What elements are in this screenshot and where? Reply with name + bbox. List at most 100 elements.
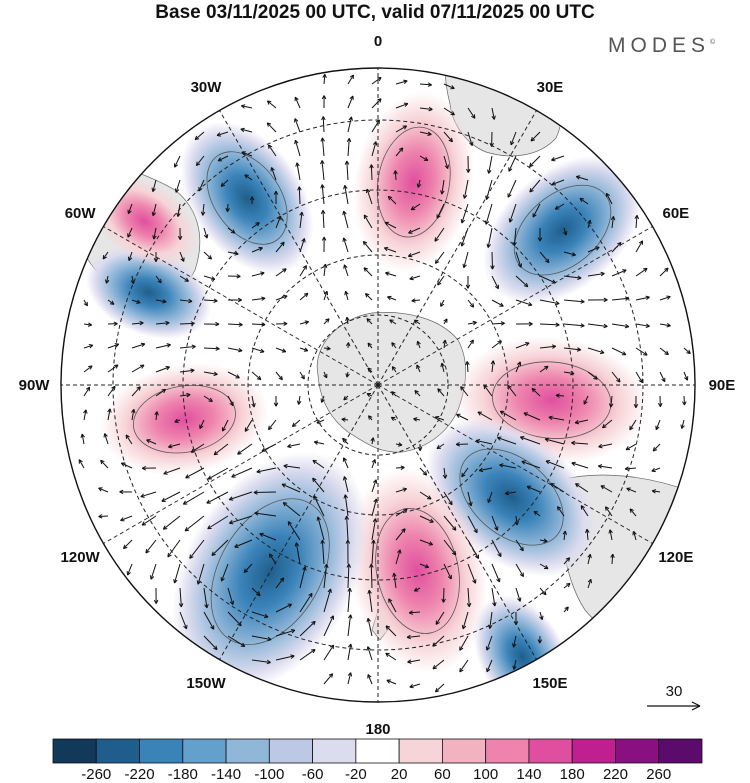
wind-vector — [120, 462, 133, 469]
wind-vector — [651, 489, 661, 494]
wind-vector — [173, 563, 181, 584]
wind-vector — [266, 122, 277, 133]
colorbar-segment — [441, 738, 487, 764]
wind-vector — [467, 339, 474, 349]
wind-vector — [100, 459, 109, 469]
colorbar-tick-label: -220 — [125, 766, 155, 783]
wind-vector — [313, 440, 325, 445]
colorbar-tick-label: 220 — [603, 766, 628, 783]
wind-vector — [508, 203, 517, 223]
wind-vector — [652, 443, 661, 452]
wind-vector — [237, 443, 253, 455]
wind-vector — [557, 506, 565, 517]
wind-vector — [228, 515, 253, 525]
anomaly-ross-sea-positive — [347, 468, 488, 674]
wind-vector — [371, 518, 378, 541]
wind-vector — [203, 587, 209, 609]
wind-vector — [563, 557, 571, 565]
wind-vector — [371, 498, 378, 517]
wind-vector — [419, 467, 428, 476]
wind-vector — [345, 371, 350, 378]
wind-vector — [465, 275, 471, 289]
wind-vector — [316, 516, 325, 541]
colorbar-segment — [485, 738, 530, 764]
wind-vector — [203, 395, 213, 402]
wind-vector — [515, 275, 529, 288]
lon-label-60e: 60E — [663, 205, 690, 222]
wind-vector — [432, 659, 445, 670]
wind-vector — [580, 505, 589, 517]
wind-vector — [366, 318, 373, 325]
wind-vector — [485, 635, 493, 651]
wind-vector — [466, 587, 472, 608]
wind-vector — [533, 510, 541, 517]
wind-vector — [243, 563, 253, 573]
wind-vector — [153, 251, 159, 262]
wind-vector — [244, 174, 253, 181]
wind-vector — [515, 539, 524, 552]
wind-vector — [347, 614, 353, 637]
wind-vector — [203, 635, 218, 651]
wind-vector — [179, 275, 189, 282]
wind-vector — [455, 442, 469, 447]
colorbar-tick-label: -180 — [168, 766, 198, 783]
wind-vector — [367, 674, 373, 685]
colorbar-segment — [52, 738, 97, 764]
wind-vector — [323, 318, 330, 325]
wind-vector — [200, 203, 206, 216]
wind-vector — [461, 611, 469, 630]
wind-vector — [281, 483, 301, 493]
wind-vector — [416, 179, 422, 188]
colorbar-tick-label: 180 — [560, 766, 585, 783]
wind-vector — [659, 267, 669, 277]
wind-vector — [251, 347, 265, 353]
wind-vector — [323, 615, 335, 637]
wind-vector — [515, 321, 533, 327]
wind-vector — [369, 164, 374, 181]
wind-vector — [611, 323, 630, 329]
wind-vector — [206, 491, 229, 504]
wind-vector — [253, 490, 277, 495]
lon-label-120e: 120E — [658, 549, 693, 566]
wind-vector — [587, 553, 592, 565]
wind-vector — [371, 98, 382, 109]
wind-vector — [434, 683, 445, 693]
wind-vector — [611, 269, 627, 277]
wind-vector — [443, 131, 453, 143]
wind-vector — [490, 360, 496, 373]
wind-vector — [259, 532, 277, 541]
anomaly-south-atlantic-positive — [353, 91, 475, 273]
wind-vector — [419, 515, 434, 523]
wind-vector — [440, 299, 445, 307]
wind-vector — [343, 395, 349, 401]
wind-vector — [363, 267, 373, 277]
wind-vector — [655, 419, 661, 431]
wind-vector — [179, 344, 196, 350]
wind-vector — [417, 443, 423, 451]
wind-vector — [491, 299, 504, 307]
wind-vector — [515, 563, 524, 578]
wind-vector — [385, 625, 397, 637]
anomaly-weddell-negative-contour — [206, 151, 288, 245]
wind-vector — [491, 107, 496, 120]
wind-vector — [126, 563, 133, 576]
wind-vector — [443, 107, 455, 116]
wind-vector — [295, 162, 301, 181]
wind-vector — [102, 251, 109, 260]
wind-vector — [521, 460, 541, 469]
wind-vector — [587, 371, 598, 380]
wind-vector — [544, 437, 565, 445]
wind-vector — [571, 461, 589, 469]
wind-vector — [608, 395, 614, 408]
colorbar-segment — [571, 738, 616, 764]
anomaly-amundsen-positive-contour — [132, 384, 236, 454]
wind-vector — [162, 515, 181, 530]
wind-vector — [629, 508, 637, 517]
wind-vector — [179, 251, 185, 262]
wind-vector — [442, 467, 448, 479]
wind-vector — [220, 179, 229, 187]
wind-vector — [659, 295, 671, 301]
wind-vector — [312, 477, 325, 493]
wind-vector — [587, 297, 608, 303]
wind-vector — [83, 386, 91, 397]
